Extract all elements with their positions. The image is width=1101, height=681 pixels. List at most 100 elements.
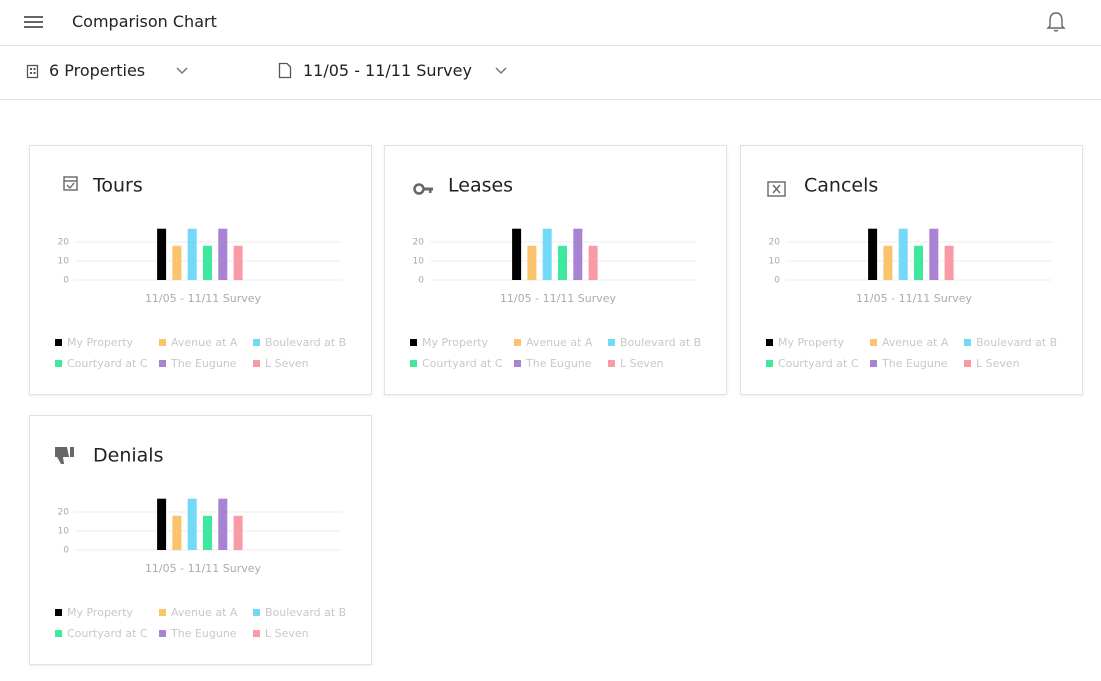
y-tick-label: 0 bbox=[418, 276, 424, 286]
legend-label: Avenue at A bbox=[171, 336, 238, 349]
legend-label: Boulevard at B bbox=[265, 606, 346, 619]
chart-card: Cancels 0 10 20 11/05 - 11/11 Survey My Prope… bbox=[740, 145, 1083, 395]
bar bbox=[203, 515, 212, 550]
legend-label: L Seven bbox=[265, 357, 309, 370]
bar bbox=[588, 245, 598, 280]
legend-label: L Seven bbox=[620, 357, 664, 370]
bar bbox=[157, 498, 167, 550]
bar bbox=[868, 228, 878, 280]
bar bbox=[203, 245, 212, 280]
legend-swatch bbox=[55, 609, 62, 616]
y-tick-label: 0 bbox=[63, 546, 69, 556]
y-tick-label: 10 bbox=[58, 527, 70, 537]
bar bbox=[883, 245, 893, 280]
legend-swatch bbox=[608, 360, 615, 367]
legend-label: My Property bbox=[422, 336, 489, 349]
cancel-icon bbox=[767, 181, 786, 197]
y-tick-label: 10 bbox=[413, 257, 425, 267]
legend-swatch bbox=[55, 339, 62, 346]
bar bbox=[218, 228, 228, 280]
app-header: Comparison Chart bbox=[0, 0, 1101, 46]
bar bbox=[172, 515, 182, 550]
chart: Tours 0 10 20 11/05 - 11/11 Survey My Propert… bbox=[55, 175, 346, 370]
menu-icon[interactable] bbox=[24, 14, 44, 30]
legend-swatch bbox=[253, 609, 260, 616]
bar bbox=[914, 245, 923, 280]
bar bbox=[157, 228, 167, 280]
chevron[interactable] bbox=[494, 66, 508, 76]
chart-card: Tours 0 10 20 11/05 - 11/11 Survey My Propert… bbox=[29, 145, 372, 395]
legend-label: Boulevard at B bbox=[976, 336, 1057, 349]
calendar-icon bbox=[63, 176, 78, 191]
chart: Cancels 0 10 20 11/05 - 11/11 Survey My Prope… bbox=[766, 175, 1057, 370]
x-axis-label: 11/05 - 11/11 Survey bbox=[145, 292, 262, 305]
legend-swatch bbox=[964, 339, 971, 346]
bar bbox=[172, 245, 182, 280]
legend-swatch bbox=[159, 360, 166, 367]
card-title: Denials bbox=[93, 445, 163, 467]
legend-swatch bbox=[253, 630, 260, 637]
bar bbox=[898, 228, 908, 280]
x-axis-label: 11/05 - 11/11 Survey bbox=[856, 292, 973, 305]
y-tick-label: 0 bbox=[63, 276, 69, 286]
card-title: Cancels bbox=[804, 175, 878, 197]
bar bbox=[233, 245, 243, 280]
survey-filter[interactable]: 11/05 - 11/11 Survey bbox=[303, 61, 472, 80]
bar bbox=[542, 228, 552, 280]
bar bbox=[233, 515, 243, 550]
legend-label: Boulevard at B bbox=[265, 336, 346, 349]
bar bbox=[527, 245, 537, 280]
legend-swatch bbox=[514, 360, 521, 367]
legend-swatch bbox=[870, 360, 877, 367]
legend-label: L Seven bbox=[976, 357, 1020, 370]
legend-swatch bbox=[253, 339, 260, 346]
legend-swatch bbox=[159, 630, 166, 637]
bar bbox=[218, 498, 228, 550]
notifications-icon[interactable] bbox=[1046, 11, 1066, 33]
page-title: Comparison Chart bbox=[72, 12, 217, 31]
legend-swatch bbox=[608, 339, 615, 346]
legend-swatch bbox=[159, 339, 166, 346]
legend-swatch bbox=[159, 609, 166, 616]
x-axis-label: 11/05 - 11/11 Survey bbox=[145, 562, 262, 575]
legend-label: The Eugune bbox=[525, 357, 592, 370]
legend-label: Courtyard at C bbox=[67, 627, 148, 640]
legend-label: Courtyard at C bbox=[67, 357, 148, 370]
bar bbox=[944, 245, 954, 280]
bar bbox=[929, 228, 939, 280]
building-icon bbox=[26, 64, 39, 79]
x-axis-label: 11/05 - 11/11 Survey bbox=[500, 292, 617, 305]
thumbs-down-icon bbox=[55, 447, 74, 464]
legend-swatch bbox=[964, 360, 971, 367]
legend-swatch bbox=[253, 360, 260, 367]
legend-swatch bbox=[410, 339, 417, 346]
bar bbox=[187, 228, 197, 280]
card-title: Leases bbox=[448, 175, 513, 197]
legend-label: My Property bbox=[67, 336, 134, 349]
chart: Denials 0 10 20 11/05 - 11/11 Survey My Prope… bbox=[55, 445, 346, 640]
y-tick-label: 20 bbox=[413, 238, 425, 248]
filter-bar: 6 Properties 11/05 - 11/11 Survey bbox=[0, 46, 1101, 100]
y-tick-label: 0 bbox=[774, 276, 780, 286]
bar bbox=[558, 245, 567, 280]
legend-swatch bbox=[870, 339, 877, 346]
legend-swatch bbox=[514, 339, 521, 346]
legend-swatch bbox=[55, 630, 62, 637]
legend-label: My Property bbox=[778, 336, 845, 349]
y-tick-label: 10 bbox=[58, 257, 70, 267]
legend-swatch bbox=[766, 360, 773, 367]
chevron[interactable] bbox=[175, 66, 189, 76]
y-tick-label: 10 bbox=[769, 257, 781, 267]
bar bbox=[573, 228, 583, 280]
y-tick-label: 20 bbox=[769, 238, 781, 248]
bar bbox=[512, 228, 522, 280]
y-tick-label: 20 bbox=[58, 508, 70, 518]
properties-filter[interactable]: 6 Properties bbox=[49, 61, 146, 80]
legend-label: The Eugune bbox=[170, 627, 237, 640]
legend-label: L Seven bbox=[265, 627, 309, 640]
card-title: Tours bbox=[92, 175, 143, 197]
legend-label: The Eugune bbox=[170, 357, 237, 370]
chart: Leases 0 10 20 11/05 - 11/11 Survey My Proper… bbox=[410, 175, 701, 370]
y-tick-label: 20 bbox=[58, 238, 70, 248]
